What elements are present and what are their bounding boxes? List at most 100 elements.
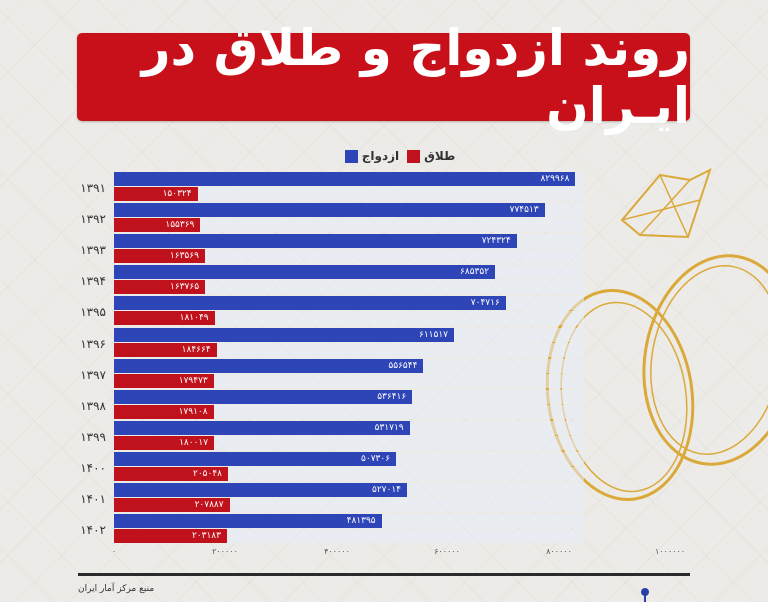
year-label: ۱۳۹۱	[80, 181, 106, 195]
marriage-bar: ۶۸۵۳۵۲	[114, 265, 496, 280]
bar-track	[114, 249, 584, 264]
marriage-value: ۴۸۱۳۹۵	[346, 516, 376, 527]
axis-tick-400000: ۴۰۰۰۰۰	[324, 547, 350, 556]
year-label: ۱۴۰۱	[80, 492, 106, 506]
axis-tick-600000: ۶۰۰۰۰۰	[434, 547, 460, 556]
marriage-value: ۵۲۷۰۱۴	[372, 485, 402, 495]
legend-item-divorce: طلاق	[407, 149, 455, 163]
year-label: ۱۳۹۳	[80, 243, 106, 258]
marriage-value: ۷۲۴۳۲۴	[481, 236, 511, 247]
bar-track	[114, 218, 584, 233]
divorce-bar: ۱۶۳۷۶۵	[114, 280, 206, 295]
divorce-value: ۱۷۹۴۷۳	[178, 375, 208, 386]
bar-track	[114, 466, 584, 481]
divorce-value: ۱۸۰۰۱۷	[179, 437, 209, 448]
chart-row: ۱۳۹۸ ۵۳۶۴۱۶ ۱۷۹۱۰۸	[0, 389, 768, 421]
divorce-bar: ۱۷۹۴۷۳	[114, 373, 214, 388]
marriage-bar: ۶۱۱۵۱۷	[114, 327, 454, 342]
marriage-bar: ۵۲۷۰۱۴	[114, 483, 408, 497]
footer-divider	[78, 573, 690, 576]
axis-tick-200000: ۲۰۰۰۰۰	[212, 547, 238, 556]
chart-row: ۱۳۹۵ ۷۰۴۷۱۶ ۱۸۱۰۴۹	[0, 296, 768, 327]
marriage-value: ۶۸۵۳۵۲	[460, 267, 490, 278]
bar-track	[114, 404, 584, 419]
divorce-value: ۱۵۰۳۲۴	[162, 189, 192, 199]
bar-track	[114, 187, 584, 201]
page-title: روند ازدواج و طلاق در ایـران	[141, 19, 690, 135]
marriage-value: ۶۱۱۵۱۷	[418, 329, 448, 340]
year-label: ۱۴۰۰	[80, 460, 106, 475]
marriage-value: ۷۰۴۷۱۶	[470, 298, 500, 309]
marriage-bar: ۵۵۶۵۴۴	[114, 358, 424, 373]
year-label: ۱۳۹۷	[80, 367, 106, 382]
year-label: ۱۳۹۹	[80, 429, 106, 444]
divorce-bar: ۱۸۴۶۶۴	[114, 342, 217, 357]
year-label: ۱۳۹۲	[80, 212, 106, 227]
divorce-bar: ۱۵۵۳۶۹	[114, 218, 201, 233]
year-label: ۱۳۹۴	[80, 274, 106, 289]
divorce-value: ۲۰۵۰۴۸	[192, 468, 222, 479]
marriage-bar: ۵۰۷۳۰۶	[114, 451, 397, 466]
divorce-value: ۱۸۱۰۴۹	[179, 313, 209, 324]
year-label: ۱۳۹۸	[80, 398, 106, 413]
divorce-bar: ۱۶۳۵۶۹	[114, 249, 205, 264]
chart-row: ۱۴۰۲ ۴۸۱۳۹۵ ۲۰۳۱۸۳	[0, 514, 768, 545]
bar-track	[114, 435, 584, 450]
marriage-bar: ۷۰۴۷۱۶	[114, 296, 506, 311]
axis-tick-1000000: ۱۰۰۰۰۰۰	[654, 547, 686, 556]
year-label: ۱۳۹۶	[80, 336, 106, 351]
chart-legend: طلاق ازدواج	[330, 146, 470, 166]
axis-tick-0: ۰	[111, 547, 117, 556]
bar-track	[114, 280, 584, 295]
chart-row: ۱۳۹۷ ۵۵۶۵۴۴ ۱۷۹۴۷۳	[0, 358, 768, 390]
marriage-bar: ۴۸۱۳۹۵	[114, 514, 382, 529]
marriage-bar: ۷۲۴۳۲۴	[114, 234, 517, 249]
legend-item-marriage: ازدواج	[344, 149, 399, 163]
year-label: ۱۴۰۲	[80, 523, 106, 538]
chart-row: ۱۳۹۶ ۶۱۱۵۱۷ ۱۸۴۶۶۴	[0, 327, 768, 359]
chart-row: ۱۳۹۲ ۷۷۴۵۱۳ ۱۵۵۳۶۹	[0, 203, 768, 234]
bar-track	[114, 529, 584, 544]
divorce-bar: ۱۸۱۰۴۹	[114, 311, 215, 326]
chart-row: ۱۴۰۱ ۵۲۷۰۱۴ ۲۰۷۸۸۷	[0, 483, 768, 514]
source-credit: منبع مرکز آمار ایران	[78, 584, 155, 594]
legend-swatch-marriage	[344, 149, 358, 163]
chart-row: ۱۳۹۹ ۵۳۱۷۱۹ ۱۸۰۰۱۷	[0, 420, 768, 452]
pin-icon	[641, 588, 649, 602]
title-banner: روند ازدواج و طلاق در ایـران	[77, 19, 690, 135]
legend-label-divorce: طلاق	[424, 149, 456, 163]
marriage-bar: ۵۳۶۴۱۶	[114, 389, 413, 404]
year-label: ۱۳۹۵	[80, 305, 106, 320]
chart-row: ۱۴۰۰ ۵۰۷۳۰۶ ۲۰۵۰۴۸	[0, 451, 768, 483]
marriage-bar: ۷۷۴۵۱۳	[114, 203, 545, 218]
divorce-bar: ۲۰۳۱۸۳	[114, 529, 227, 544]
divorce-value: ۲۰۷۸۸۷	[194, 500, 224, 510]
bar-track	[114, 342, 584, 357]
marriage-bar: ۵۳۱۷۱۹	[114, 420, 410, 435]
marriage-value: ۵۵۶۵۴۴	[388, 360, 418, 371]
divorce-bar: ۲۰۷۸۸۷	[114, 498, 230, 512]
marriage-value: ۷۷۴۵۱۳	[509, 205, 539, 216]
axis-tick-800000: ۸۰۰۰۰۰	[546, 547, 572, 556]
marriage-value: ۵۰۷۳۰۶	[361, 453, 391, 464]
marriage-value: ۸۲۹۹۶۸	[540, 174, 570, 184]
divorce-bar: ۱۸۰۰۱۷	[114, 435, 215, 450]
marriage-bar: ۸۲۹۹۶۸	[114, 172, 576, 186]
chart-row: ۱۳۹۳ ۷۲۴۳۲۴ ۱۶۳۵۶۹	[0, 234, 768, 265]
divorce-value: ۱۷۹۱۰۸	[178, 406, 208, 417]
divorce-value: ۱۵۵۳۶۹	[165, 220, 195, 231]
divorce-value: ۲۰۳۱۸۳	[191, 531, 221, 542]
divorce-value: ۱۶۳۵۶۹	[169, 251, 199, 262]
bar-track	[114, 498, 584, 512]
chart-row: ۱۳۹۴ ۶۸۵۳۵۲ ۱۶۳۷۶۵	[0, 265, 768, 296]
bar-track	[114, 311, 584, 326]
divorce-bar: ۲۰۵۰۴۸	[114, 466, 228, 481]
bar-track	[114, 373, 584, 388]
divorce-bar: ۱۷۹۱۰۸	[114, 404, 214, 419]
divorce-value: ۱۸۴۶۶۴	[181, 344, 211, 355]
marriage-value: ۵۳۱۷۱۹	[374, 422, 404, 433]
marriage-value: ۵۳۶۴۱۶	[377, 391, 407, 402]
chart-row: ۱۳۹۱ ۸۲۹۹۶۸ ۱۵۰۳۲۴	[0, 172, 768, 203]
legend-swatch-divorce	[407, 149, 421, 163]
